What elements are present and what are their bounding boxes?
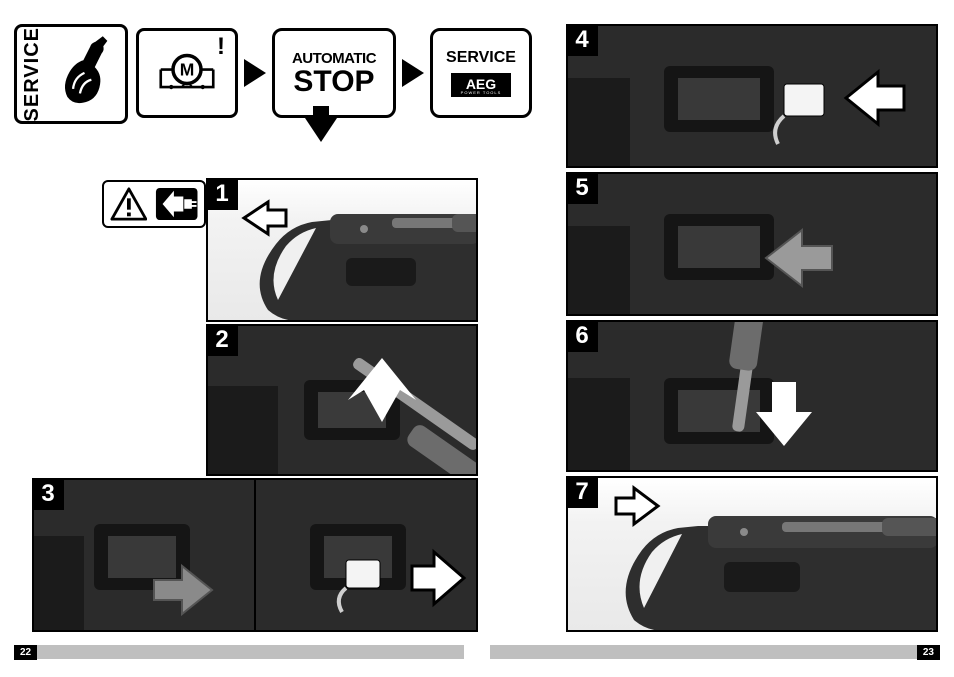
automatic-stop-box: AUTOMATIC STOP	[272, 28, 396, 118]
step-5-illustration	[568, 174, 936, 314]
step-1: 1	[206, 178, 478, 322]
service-heading: SERVICE	[14, 24, 128, 124]
motor-circuit-icon: M	[152, 43, 222, 103]
brand-sub: POWER TOOLS	[461, 91, 502, 95]
wrench-in-hand-icon	[44, 34, 125, 114]
arrow-right-icon	[402, 59, 424, 87]
step-number: 5	[566, 172, 598, 204]
step-3-illustration	[34, 480, 476, 630]
motor-letter: M	[180, 60, 195, 80]
step-7: 7	[566, 476, 938, 632]
service-box-label: SERVICE	[446, 49, 516, 67]
step-2: 2	[206, 324, 478, 476]
step-4: 4	[566, 24, 938, 168]
arrow-right-outline-icon	[616, 488, 658, 524]
step-number: 4	[566, 24, 598, 56]
step-4-illustration	[568, 26, 936, 166]
step-number: 1	[206, 178, 238, 210]
brand-badge: AEG POWER TOOLS	[451, 73, 512, 97]
arrow-down-icon	[305, 118, 337, 142]
step-number: 3	[32, 478, 64, 510]
step-6: 6	[566, 320, 938, 472]
unplug-icon	[155, 187, 198, 221]
automatic-label: AUTOMATIC	[292, 50, 376, 67]
warning-triangle-icon	[110, 187, 148, 221]
warning-unplug-box	[102, 180, 206, 228]
footer-left: 22	[14, 645, 464, 659]
arrow-right-icon	[244, 59, 266, 87]
page-number-right: 23	[917, 645, 940, 660]
page-number-left: 22	[14, 645, 37, 660]
step-5: 5	[566, 172, 938, 316]
page-footer: 22 23	[14, 645, 940, 659]
step-6-illustration	[568, 322, 936, 470]
step-2-illustration	[208, 326, 476, 474]
step-3: 3	[32, 478, 478, 632]
step-number: 2	[206, 324, 238, 356]
step-number: 6	[566, 320, 598, 352]
motor-fault-box: ! M	[136, 28, 238, 118]
step-7-illustration	[568, 478, 936, 630]
service-heading-label: SERVICE	[21, 27, 44, 121]
step-number: 7	[566, 476, 598, 508]
step-1-illustration	[208, 180, 476, 320]
motor-bang: !	[217, 33, 225, 61]
service-flow-strip: ! M AUTOMATIC STOP SERVICE AEG POWER TOO…	[136, 28, 532, 118]
stop-label: STOP	[293, 67, 374, 97]
arrow-left-outline-icon	[244, 202, 286, 234]
footer-right: 23	[490, 645, 940, 659]
service-brand-box: SERVICE AEG POWER TOOLS	[430, 28, 532, 118]
